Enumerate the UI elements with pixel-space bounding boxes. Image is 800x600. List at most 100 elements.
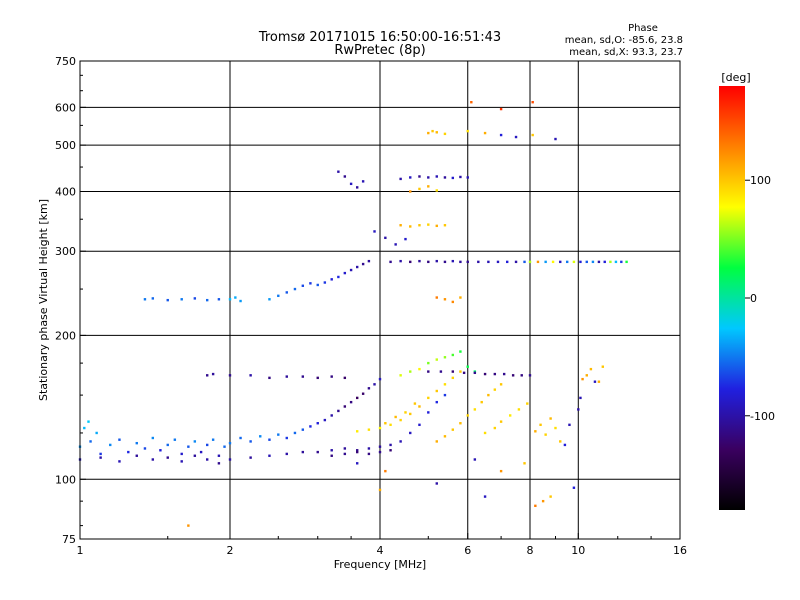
data-point (323, 281, 327, 284)
data-point (293, 287, 297, 291)
data-point (343, 175, 347, 178)
data-point (99, 456, 102, 459)
data-point (451, 259, 455, 263)
data-point (435, 400, 438, 404)
colorbar-tick-label: -100 (750, 410, 775, 423)
data-point (477, 260, 480, 264)
data-point (409, 412, 412, 416)
data-point (435, 482, 438, 485)
data-point (505, 260, 509, 264)
data-point (579, 396, 582, 400)
data-point (259, 435, 262, 438)
data-point (389, 443, 392, 447)
y-tick-label: 100 (55, 473, 76, 486)
data-point (517, 408, 521, 411)
data-point (378, 377, 382, 381)
data-point (493, 426, 497, 430)
data-point (451, 370, 455, 373)
data-point (394, 243, 397, 246)
data-point (539, 423, 542, 427)
data-point (499, 383, 503, 386)
data-point (581, 377, 584, 381)
stats-line-o: mean, sd,O: -85.6, 23.8 (565, 35, 683, 46)
data-point (559, 260, 562, 264)
data-point (205, 374, 209, 377)
data-point (399, 224, 402, 227)
data-point (597, 380, 601, 383)
data-point (459, 422, 462, 425)
data-point (337, 275, 340, 279)
data-point (99, 452, 102, 456)
axis-ticks: 1 2 4 6 8 10 16 75 100 200 300 400 500 600 750 (55, 55, 687, 557)
data-point (459, 260, 462, 264)
data-point (459, 175, 462, 179)
data-point (597, 260, 601, 264)
data-point (427, 223, 430, 226)
data-point (502, 372, 506, 376)
data-point (399, 440, 402, 443)
data-point (589, 367, 593, 371)
data-point (409, 190, 412, 193)
data-point (603, 260, 606, 264)
data-point (367, 259, 371, 263)
data-point (343, 271, 347, 275)
data-point (378, 426, 382, 430)
data-point (443, 435, 447, 438)
data-point (451, 376, 455, 380)
data-point (520, 374, 523, 377)
data-point (285, 291, 288, 294)
data-point (526, 402, 529, 405)
data-point (459, 296, 462, 299)
data-point (443, 393, 447, 397)
data-point (508, 414, 512, 417)
data-point (399, 374, 402, 377)
data-points (78, 100, 628, 527)
data-point (109, 443, 112, 447)
data-point (427, 396, 430, 400)
data-point (389, 423, 392, 427)
data-point (83, 426, 86, 430)
data-point (384, 469, 387, 473)
data-point (609, 260, 612, 264)
data-point (159, 449, 162, 452)
data-point (435, 296, 438, 299)
data-point (373, 230, 376, 233)
data-point (451, 353, 455, 357)
data-point (483, 372, 487, 376)
data-point (378, 488, 382, 492)
data-point (466, 365, 469, 368)
data-point (435, 440, 438, 443)
data-point (593, 380, 597, 383)
data-point (330, 375, 333, 378)
data-point (349, 268, 353, 272)
data-point (427, 176, 430, 179)
data-point (614, 260, 618, 264)
data-point (193, 297, 197, 300)
data-point (404, 411, 407, 414)
data-point (217, 462, 221, 465)
data-point (330, 454, 333, 457)
x-axis-label: Frequency [MHz] (334, 558, 426, 571)
data-point (563, 443, 567, 447)
data-point (223, 445, 226, 448)
data-point (443, 224, 447, 227)
y-tick-label: 600 (55, 101, 76, 114)
data-point (234, 296, 237, 299)
data-point (166, 456, 169, 459)
data-point (143, 447, 147, 450)
data-point (367, 428, 371, 431)
data-point (427, 260, 430, 264)
data-point (239, 436, 242, 440)
x-tick-label: 8 (527, 544, 534, 557)
data-point (499, 469, 503, 473)
data-point (309, 425, 312, 428)
data-point (228, 374, 232, 377)
data-point (301, 284, 305, 287)
data-point (418, 405, 421, 408)
data-point (285, 436, 288, 440)
data-point (151, 458, 155, 461)
data-point (487, 393, 490, 397)
data-point (534, 504, 537, 508)
data-point (355, 449, 359, 452)
